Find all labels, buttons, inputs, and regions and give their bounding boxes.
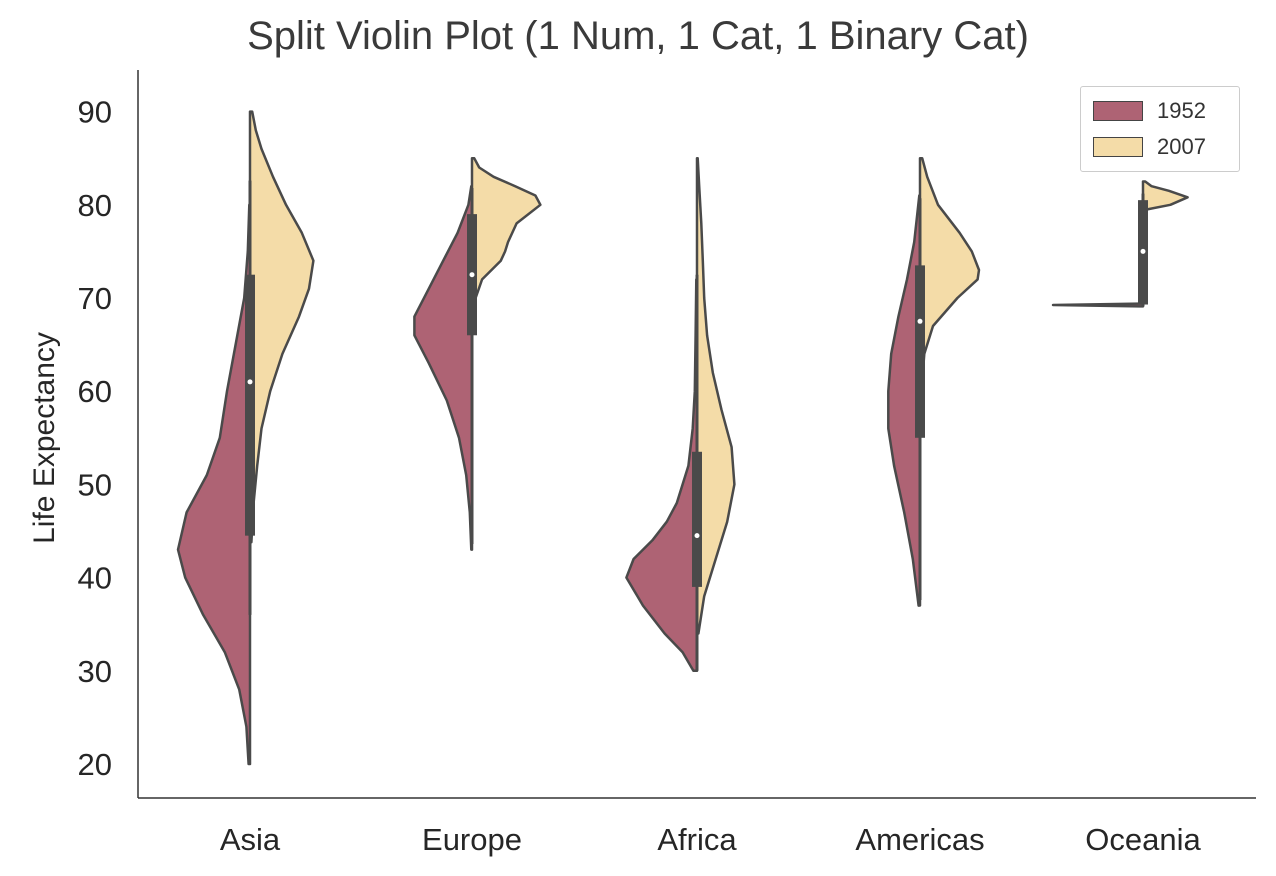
box-iqr-americas — [915, 265, 925, 438]
box-iqr-africa — [692, 451, 702, 587]
violin-half-1952-africa — [625, 278, 699, 673]
legend-item-2007: 2007 — [1093, 133, 1206, 161]
violin-half-1952-americas — [887, 194, 922, 607]
violin-half-2007-oceania — [1141, 180, 1189, 211]
y-tick-label: 40 — [78, 561, 112, 596]
violin-half-1952-asia — [176, 203, 252, 766]
x-tick-label: Oceania — [1085, 822, 1201, 857]
y-tick-label: 30 — [78, 654, 112, 689]
y-tick-label: 60 — [78, 374, 112, 409]
legend-item-1952: 1952 — [1093, 97, 1206, 125]
y-tick-label: 20 — [78, 747, 112, 782]
violin-half-2007-africa — [695, 156, 736, 635]
x-tick-label: Asia — [220, 822, 281, 857]
y-tick-label: 70 — [78, 281, 112, 316]
violin-half-1952-europe — [413, 184, 474, 551]
box-median-africa — [694, 533, 700, 539]
x-tick-label: Europe — [422, 822, 522, 857]
box-median-americas — [917, 318, 923, 324]
violin-half-2007-asia — [248, 110, 315, 544]
y-tick-labels: 20 30 40 50 60 70 80 90 — [78, 95, 112, 782]
boxes-group — [245, 180, 1148, 671]
x-tick-labels: Asia Europe Africa Americas Oceania — [220, 822, 1202, 857]
y-tick-label: 90 — [78, 95, 112, 130]
x-tick-label: Americas — [855, 822, 984, 857]
box-median-oceania — [1140, 248, 1146, 254]
y-tick-label: 80 — [78, 188, 112, 223]
x-tick-label: Africa — [657, 822, 737, 857]
legend-label-2007: 2007 — [1157, 134, 1206, 159]
violin-half-2007-europe — [470, 156, 542, 300]
legend: 1952 2007 — [1080, 86, 1240, 172]
violin-half-1952-oceania — [1051, 302, 1145, 308]
y-axis-label: Life Expectancy — [28, 332, 61, 544]
legend-label-1952: 1952 — [1157, 98, 1206, 123]
violin-half-2007-americas — [918, 156, 981, 393]
legend-swatch-1952 — [1093, 101, 1143, 121]
violins-group — [176, 110, 1189, 766]
box-median-europe — [469, 272, 475, 278]
chart-title: Split Violin Plot (1 Num, 1 Cat, 1 Binar… — [247, 14, 1029, 58]
box-median-asia — [247, 379, 253, 385]
y-tick-label: 50 — [78, 467, 112, 502]
legend-swatch-2007 — [1093, 137, 1143, 157]
box-iqr-asia — [245, 274, 255, 536]
